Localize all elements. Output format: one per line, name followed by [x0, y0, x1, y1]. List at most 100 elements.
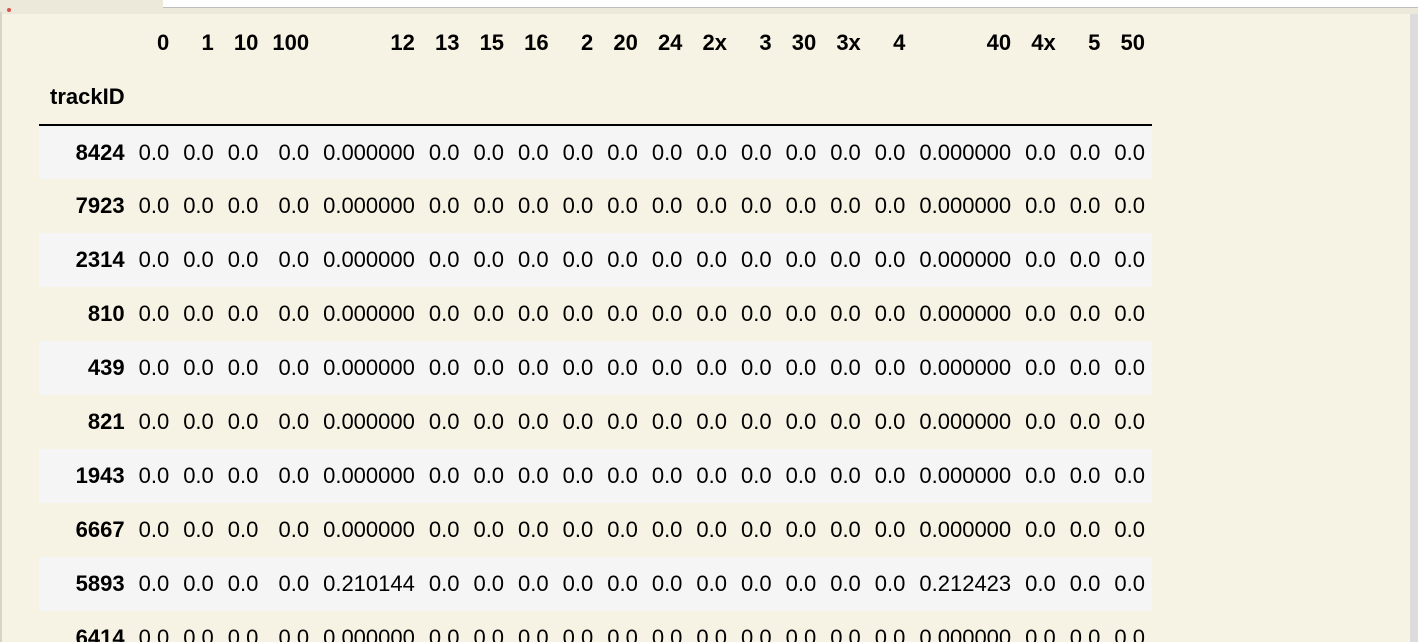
table-cell: 0.0: [874, 247, 906, 272]
table-cell: 0.0: [1025, 247, 1056, 272]
table-cell: 0.0: [278, 355, 310, 380]
column-header: 4x: [1031, 30, 1056, 55]
table-cell: 0.0: [607, 355, 638, 380]
table-cell: 0.0: [278, 463, 310, 488]
table-cell: 0.0: [278, 247, 310, 272]
table-row: 7923 0.0 0.0 0.0 0.0 0.000000 0.0 0.0 0.0 0.0 0.0 0…: [39, 179, 1152, 233]
table-cell: 0.0: [562, 193, 594, 218]
table-cell: 0.0: [1114, 355, 1145, 380]
dataframe-table: 0 1 10 100 12 13 15 16 2 20 24 2x 3 30 3…: [39, 16, 1152, 642]
table-row: 439 0.0 0.0 0.0 0.0 0.000000 0.0 0.0 0.0 0.0 0.0 0.…: [39, 341, 1152, 395]
table-cell: 0.0: [651, 193, 683, 218]
table-cell: 0.0: [785, 517, 817, 542]
table-cell: 0.0: [696, 625, 728, 642]
table-cell: 0.0: [830, 139, 861, 165]
table-cell: 0.0: [874, 409, 906, 434]
table-cell: 0.0: [607, 139, 638, 165]
table-row: 821 0.0 0.0 0.0 0.0 0.000000 0.0 0.0 0.0 0.0 0.0 0.…: [39, 395, 1152, 449]
cell-input-area[interactable]: [163, 0, 1418, 8]
table-cell: 0.0: [1069, 193, 1101, 218]
header-corner-cell: [39, 16, 132, 70]
table-cell: 0.0: [874, 139, 906, 165]
table-cell: 0.0: [830, 409, 861, 434]
table-cell: 0.0: [518, 571, 549, 596]
table-cell: 0.0: [562, 355, 594, 380]
table-cell: 0.0: [1025, 517, 1056, 542]
table-row: 6667 0.0 0.0 0.0 0.0 0.000000 0.0 0.0 0.0 0.0 0.0 0…: [39, 503, 1152, 557]
table-cell: 0.0: [696, 247, 728, 272]
row-index-cell: 6667: [75, 517, 125, 542]
table-cell: 0.0: [785, 301, 817, 326]
table-cell: 0.0: [227, 409, 259, 434]
column-header: 50: [1120, 30, 1145, 55]
table-cell: 0.0: [607, 517, 638, 542]
table-cell: 0.0: [227, 355, 259, 380]
table-cell: 0.0: [874, 355, 906, 380]
table-cell: 0.0: [830, 247, 861, 272]
table-cell: 0.0: [785, 355, 817, 380]
table-row: 1943 0.0 0.0 0.0 0.0 0.000000 0.0 0.0 0.0 0.0 0.0 0…: [39, 449, 1152, 503]
table-cell: 0.000000: [323, 463, 415, 488]
table-cell: 0.0: [562, 625, 594, 642]
table-cell: 0.0: [227, 193, 259, 218]
table-cell: 0.0: [651, 625, 683, 642]
table-cell: 0.0: [518, 139, 549, 165]
table-cell: 0.0: [651, 517, 683, 542]
table-cell: 0.0: [428, 247, 460, 272]
table-cell: 0.0: [428, 139, 460, 165]
table-cell: 0.0: [651, 301, 683, 326]
table-cell: 0.0: [278, 625, 310, 642]
column-header: 5: [1088, 30, 1101, 55]
table-cell: 0.000000: [323, 355, 415, 380]
table-cell: 0.0: [830, 571, 861, 596]
table-cell: 0.0: [785, 463, 817, 488]
column-header: 2x: [702, 30, 728, 55]
table-cell: 0.0: [518, 355, 549, 380]
table-cell: 0.0: [428, 571, 460, 596]
table-cell: 0.0: [830, 463, 861, 488]
table-cell: 0.210144: [323, 571, 415, 596]
table-cell: 0.0: [607, 625, 638, 642]
table-cell: 0.0: [473, 409, 505, 434]
table-cell: 0.0: [1114, 409, 1145, 434]
table-cell: 0.0: [785, 193, 817, 218]
table-cell: 0.0: [227, 247, 259, 272]
table-row: 810 0.0 0.0 0.0 0.0 0.000000 0.0 0.0 0.0 0.0 0.0 0.…: [39, 287, 1152, 341]
column-header: 1: [201, 30, 214, 55]
table-cell: 0.000000: [323, 247, 415, 272]
table-cell: 0.0: [183, 301, 214, 326]
table-cell: 0.0: [278, 571, 310, 596]
table-cell: 0.0: [278, 517, 310, 542]
table-cell: 0.0: [874, 517, 906, 542]
table-cell: 0.0: [428, 625, 460, 642]
column-header: 13: [434, 30, 460, 55]
table-cell: 0.0: [1069, 247, 1101, 272]
index-header-row: trackID: [39, 70, 1152, 125]
column-header: 2: [580, 30, 594, 55]
table-cell: 0.0: [1069, 517, 1101, 542]
table-cell: 0.0: [562, 463, 594, 488]
table-cell: 0.0: [278, 409, 310, 434]
table-cell: 0.0: [607, 301, 638, 326]
cell-left-border: [0, 12, 2, 642]
table-row: 5893 0.0 0.0 0.0 0.0 0.210144 0.0 0.0 0.0 0.0 0.0 0…: [39, 557, 1152, 611]
column-header: 0: [156, 30, 170, 55]
table-cell: 0.0: [830, 301, 861, 326]
table-row: 2314 0.0 0.0 0.0 0.0 0.000000 0.0 0.0 0.0 0.0 0.0 0…: [39, 233, 1152, 287]
table-cell: 0.0: [741, 571, 772, 596]
table-cell: 0.0: [1114, 247, 1145, 272]
table-cell: 0.0: [473, 247, 505, 272]
table-cell: 0.000000: [323, 139, 415, 165]
row-index-cell: 821: [87, 409, 125, 434]
table-cell: 0.0: [1069, 355, 1101, 380]
cell-status-dot: [7, 8, 11, 12]
table-cell: 0.0: [1025, 139, 1056, 165]
table-cell: 0.0: [138, 409, 170, 434]
dataframe-body: 8424 0.0 0.0 0.0 0.0 0.000000 0.0 0.0 0.0 0.0 0.0 0…: [39, 125, 1152, 642]
table-cell: 0.0: [473, 301, 505, 326]
vertical-scrollbar[interactable]: [1410, 14, 1418, 642]
table-cell: 0.0: [562, 409, 594, 434]
table-cell: 0.0: [227, 463, 259, 488]
table-cell: 0.0: [874, 193, 906, 218]
table-cell: 0.0: [562, 247, 594, 272]
